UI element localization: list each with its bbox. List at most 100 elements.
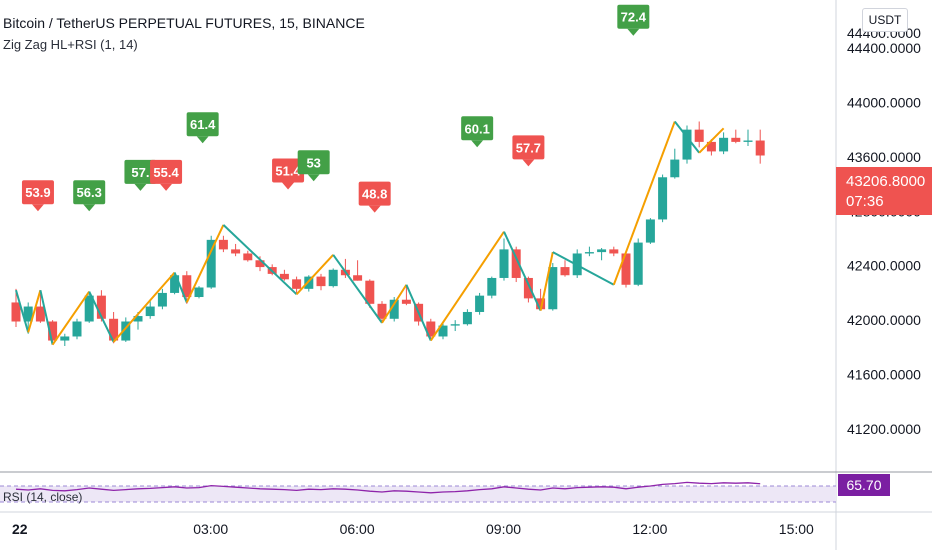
candle-body <box>84 295 94 322</box>
candle <box>182 271 192 304</box>
label-pointer <box>368 205 381 213</box>
candle-body <box>597 249 607 253</box>
label-box <box>272 158 305 183</box>
chart-title: Bitcoin / TetherUS PERPETUAL FUTURES, 15… <box>3 15 365 31</box>
last-price-badge: 43206.8000 07:36 <box>836 167 932 215</box>
rsi-label: RSI (14, close) <box>3 490 83 504</box>
candle <box>621 250 631 288</box>
zigzag-segment <box>612 121 676 286</box>
candle <box>487 276 497 299</box>
rsi-pivot-label: 53 <box>297 150 330 182</box>
candle-body <box>658 177 668 220</box>
x-tick-label: 09:00 <box>486 521 521 537</box>
candle-body <box>109 318 119 341</box>
candle-body <box>328 269 338 287</box>
candle <box>243 250 253 262</box>
candle <box>121 317 131 342</box>
candle <box>462 309 472 326</box>
candle <box>304 275 314 292</box>
candle-body <box>548 267 558 310</box>
candle <box>609 246 619 257</box>
y-tick-label: 41200.0000 <box>847 421 921 437</box>
zigzag-segment <box>698 127 725 154</box>
rsi-pivot-label: 60.1 <box>461 116 494 148</box>
x-tick-label: 06:00 <box>340 521 375 537</box>
label-box <box>617 4 650 29</box>
label-pointer <box>196 136 209 144</box>
candle <box>450 320 460 332</box>
y-tick-label: 44400.0000 <box>847 40 921 56</box>
candle-body <box>645 219 655 243</box>
label-text: 51.4 <box>275 163 301 178</box>
label-pointer <box>522 159 535 167</box>
label-pointer <box>307 174 320 182</box>
candle-body <box>35 306 45 322</box>
label-box <box>124 159 157 184</box>
candle <box>109 311 119 344</box>
candle <box>645 218 655 244</box>
candle-body <box>511 249 521 278</box>
x-tick-label: 22 <box>12 521 28 537</box>
candle-body <box>682 129 692 160</box>
currency-button[interactable]: USDT <box>862 8 908 32</box>
candle <box>755 129 765 164</box>
label-text: 60.1 <box>465 121 490 136</box>
x-tick-label: 15:00 <box>779 521 814 537</box>
rsi-band <box>0 486 836 502</box>
label-box <box>461 116 494 141</box>
zigzag-segment <box>27 289 42 333</box>
candle-body <box>243 253 253 261</box>
candle-body <box>706 141 716 152</box>
zigzag-segment <box>112 271 176 343</box>
candle-body <box>389 299 399 319</box>
label-box <box>358 181 391 206</box>
rsi-pivot-label: 51.4 <box>272 158 305 190</box>
candle <box>475 292 485 315</box>
candle-body <box>145 306 155 317</box>
candle-body <box>170 275 180 293</box>
candle-body <box>487 277 497 296</box>
candle-body <box>536 298 546 310</box>
zigzag-segment <box>674 120 700 154</box>
zigzag-segment <box>539 251 554 311</box>
candle <box>218 235 228 253</box>
rsi-pivot-label: 57. <box>124 159 157 191</box>
candle <box>743 129 753 146</box>
label-text: 56.3 <box>77 185 102 200</box>
label-text: 57.7 <box>516 140 541 155</box>
candle <box>84 292 94 323</box>
label-pointer <box>471 140 484 148</box>
indicator-label: Zig Zag HL+RSI (1, 14) <box>3 37 138 52</box>
candle <box>206 235 216 289</box>
zigzag-segment <box>503 231 542 312</box>
candle <box>523 276 533 303</box>
rsi-pivot-label: 55.4 <box>150 159 183 191</box>
candle <box>633 238 643 287</box>
zigzag-segment <box>429 231 505 342</box>
candle <box>145 301 155 319</box>
candle-body <box>475 295 485 312</box>
candle <box>389 297 399 322</box>
candle <box>499 238 509 281</box>
candle-body <box>48 321 58 341</box>
candle <box>719 132 729 155</box>
label-pointer <box>31 204 44 212</box>
candle <box>194 286 204 299</box>
candle-body <box>694 129 704 142</box>
zigzag-segment <box>552 251 615 286</box>
candle <box>426 318 436 341</box>
candle <box>60 333 70 346</box>
zigzag-segment <box>51 291 91 346</box>
candle <box>23 302 33 334</box>
zigzag-segment <box>88 291 115 343</box>
candle-body <box>755 140 765 156</box>
candle-body <box>11 302 21 322</box>
zigzag-segment <box>15 289 30 333</box>
x-tick-label: 03:00 <box>193 521 228 537</box>
label-text: 72.4 <box>621 10 647 25</box>
candle-body <box>426 321 436 337</box>
y-tick-label: 44000.0000 <box>847 94 921 110</box>
zigzag-segment <box>173 272 188 303</box>
rsi-value-badge: 65.70 <box>838 474 890 496</box>
